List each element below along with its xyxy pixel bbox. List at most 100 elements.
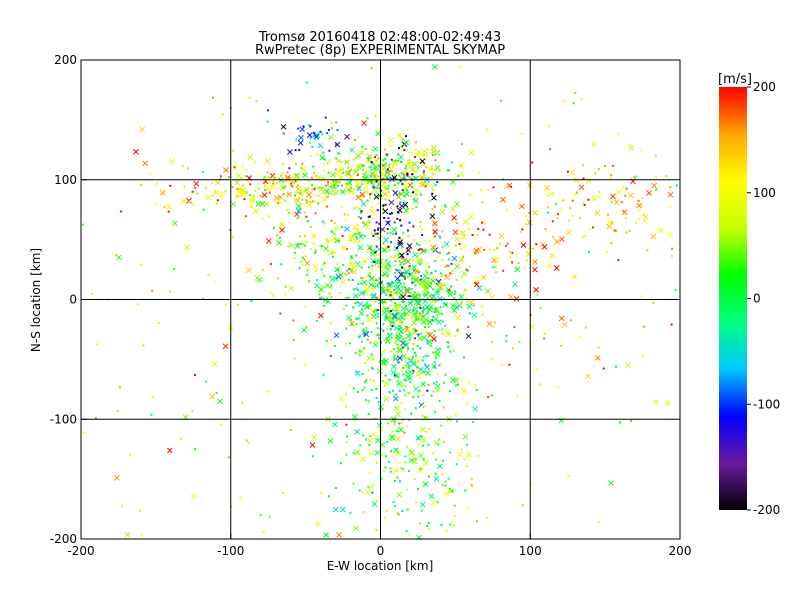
data-point-cross	[430, 278, 436, 284]
data-point	[417, 437, 420, 440]
y-axis-label: N-S location [km]	[29, 248, 43, 352]
data-point	[396, 304, 399, 307]
data-point	[643, 220, 646, 223]
data-point-cross	[248, 198, 255, 205]
data-point	[389, 144, 392, 147]
data-point	[340, 356, 343, 359]
data-point	[381, 274, 384, 277]
data-point	[477, 228, 480, 231]
data-point-cross	[396, 132, 403, 139]
data-point	[402, 373, 405, 376]
data-point	[356, 232, 359, 235]
data-point	[369, 165, 372, 168]
data-point	[408, 470, 411, 473]
data-point	[355, 318, 358, 321]
data-point-cross	[544, 184, 550, 191]
data-point	[465, 465, 468, 468]
data-point	[402, 272, 405, 275]
data-point	[294, 163, 297, 166]
data-point-cross	[376, 422, 383, 429]
data-point	[409, 292, 412, 295]
data-point	[359, 234, 362, 237]
data-point	[382, 242, 385, 245]
data-point	[314, 200, 317, 203]
data-point	[382, 177, 385, 180]
data-point	[94, 417, 97, 420]
data-point	[243, 198, 246, 201]
data-point	[244, 175, 247, 178]
data-point	[552, 236, 555, 239]
data-point	[402, 232, 405, 235]
data-point	[408, 265, 411, 268]
data-point	[435, 307, 438, 310]
data-point	[322, 220, 325, 223]
data-point	[615, 365, 618, 368]
data-point	[352, 482, 355, 485]
data-point	[312, 242, 315, 245]
data-point	[402, 175, 405, 178]
data-point	[297, 184, 300, 187]
data-point	[506, 242, 509, 245]
data-point	[279, 174, 282, 177]
data-point	[440, 275, 443, 278]
data-point	[393, 221, 396, 224]
data-point	[411, 173, 414, 176]
data-point-cross	[355, 163, 362, 170]
data-point	[390, 158, 393, 161]
data-point-cross	[362, 257, 368, 264]
data-point	[389, 350, 392, 353]
data-point	[427, 342, 430, 345]
data-point	[152, 396, 155, 399]
data-point	[357, 283, 360, 286]
data-point	[543, 332, 546, 335]
data-point-cross	[397, 348, 403, 354]
data-point	[386, 227, 389, 230]
data-point	[413, 291, 416, 294]
data-point-cross	[269, 172, 276, 179]
data-point	[386, 289, 389, 292]
data-point	[343, 213, 346, 216]
data-point	[283, 179, 286, 182]
data-point	[405, 371, 408, 374]
data-point	[358, 349, 361, 352]
data-point-cross	[396, 278, 402, 285]
data-point-cross	[353, 227, 360, 233]
data-point	[394, 504, 397, 507]
data-point-cross	[406, 243, 413, 249]
data-point	[303, 364, 306, 367]
data-point	[303, 211, 306, 214]
data-point-cross	[330, 235, 337, 242]
data-point	[398, 422, 401, 425]
data-point	[392, 160, 395, 163]
data-point	[330, 121, 333, 124]
data-point	[401, 189, 404, 192]
data-point	[309, 247, 312, 250]
data-point	[367, 306, 370, 309]
data-point	[625, 187, 628, 190]
data-point	[317, 202, 320, 205]
data-point	[427, 296, 430, 299]
y-tick-label: 0	[69, 293, 77, 307]
data-point	[375, 154, 378, 157]
data-point	[286, 209, 289, 212]
data-point	[408, 533, 411, 536]
data-point	[314, 249, 317, 252]
data-point	[447, 258, 450, 261]
data-point	[323, 158, 326, 161]
data-point	[278, 236, 281, 239]
data-point-cross	[209, 393, 216, 400]
data-point-cross	[341, 245, 347, 252]
data-point	[521, 228, 524, 231]
data-point	[409, 182, 412, 185]
data-point	[390, 212, 393, 215]
data-point	[427, 521, 430, 524]
data-point-cross	[392, 395, 399, 402]
data-point	[508, 363, 511, 366]
data-point	[394, 260, 397, 263]
data-point	[413, 337, 416, 340]
data-point	[221, 113, 224, 116]
data-point	[436, 501, 439, 504]
data-point-cross	[421, 437, 427, 444]
data-point	[428, 239, 431, 242]
